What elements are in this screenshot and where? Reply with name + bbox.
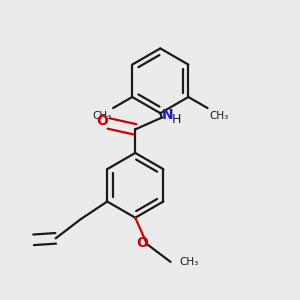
Text: O: O — [96, 114, 108, 128]
Text: N: N — [161, 108, 173, 122]
Text: CH₃: CH₃ — [92, 111, 112, 121]
Text: CH₃: CH₃ — [179, 257, 199, 267]
Text: H: H — [172, 113, 181, 127]
Text: CH₃: CH₃ — [209, 111, 228, 121]
Text: O: O — [136, 236, 148, 250]
